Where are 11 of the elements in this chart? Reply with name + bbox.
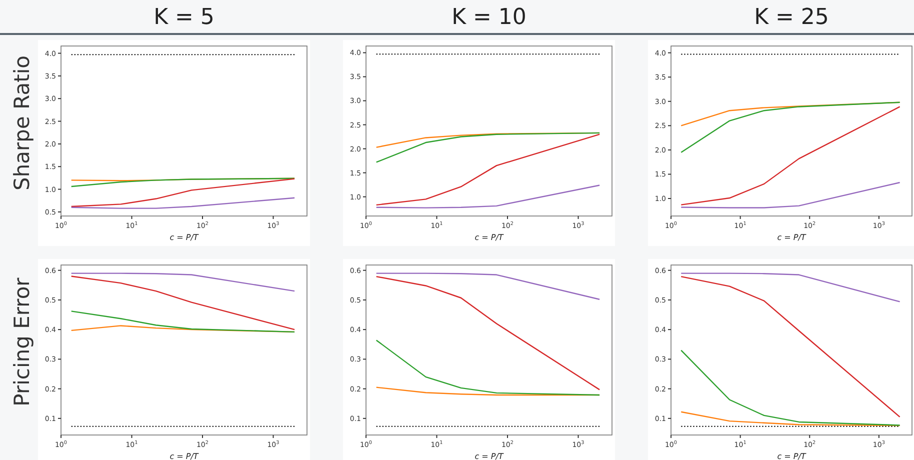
chart-title: K = 25 xyxy=(754,5,829,30)
y-axis-title: Pricing Error xyxy=(10,277,34,406)
x-axis-title: c = P/T xyxy=(170,452,200,460)
x-axis-title: c = P/T xyxy=(170,233,200,242)
y-axis-title: Sharpe Ratio xyxy=(10,56,34,190)
chart-title: K = 5 xyxy=(154,5,214,30)
x-axis-title: c = P/T xyxy=(777,452,807,460)
x-axis-title: c = P/T xyxy=(474,233,504,242)
chart-title: K = 10 xyxy=(452,5,526,30)
x-axis-title: c = P/T xyxy=(474,452,504,460)
x-axis-title: c = P/T xyxy=(777,233,807,242)
